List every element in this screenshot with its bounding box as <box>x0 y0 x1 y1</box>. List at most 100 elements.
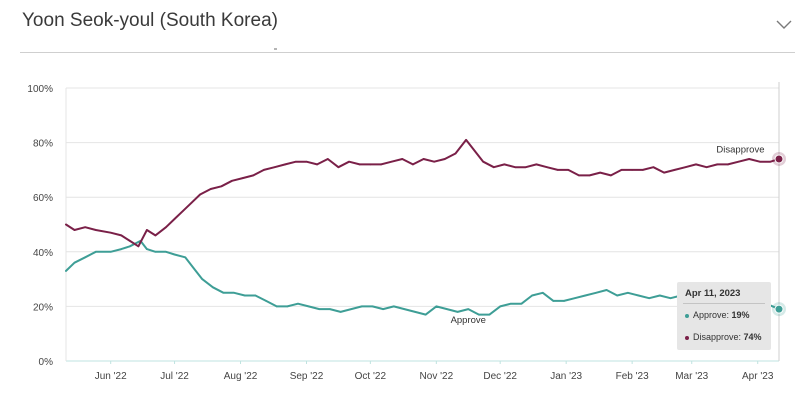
approve-series-label: Approve <box>451 315 486 326</box>
y-tick-label: 80% <box>33 139 53 150</box>
disapprove-point <box>173 218 176 220</box>
hover-tooltip: Apr 11, 2023 Approve: 19% Disapprove: 74… <box>677 282 771 350</box>
x-tick-label: Aug '22 <box>224 371 258 382</box>
disapprove-point <box>109 231 112 234</box>
disapprove-dot-icon <box>685 335 689 340</box>
approve-point <box>371 305 374 308</box>
approve-point <box>350 308 353 310</box>
disapprove-point <box>641 169 644 171</box>
disapprove-point <box>94 229 97 231</box>
disapprove-point <box>769 160 772 163</box>
approve-point <box>154 251 157 253</box>
disapprove-point <box>673 169 676 171</box>
tooltip-disapprove-value: 74% <box>743 332 762 342</box>
approve-point <box>222 291 225 294</box>
disapprove-point <box>631 169 633 171</box>
approve-point <box>243 294 246 297</box>
disapprove-point <box>444 158 446 160</box>
x-axis-ticks: Jun '22 Jul '22 Aug '22 Sep '22 Oct '22 Nov '… <box>95 361 774 382</box>
approve-point <box>478 313 480 316</box>
approve-point <box>84 256 86 259</box>
disapprove-point <box>433 160 436 163</box>
disapprove-point <box>358 163 361 166</box>
disapprove-point <box>199 193 201 196</box>
approve-point <box>456 311 459 313</box>
disapprove-point <box>652 166 655 168</box>
disapprove-point <box>263 169 265 171</box>
approve-point <box>286 305 289 308</box>
chevron-down-icon[interactable] <box>774 14 794 34</box>
disapprove-point <box>326 158 329 160</box>
disapprove-point <box>599 171 602 174</box>
approve-point <box>129 245 131 248</box>
disapprove-point <box>252 174 255 177</box>
disapprove-point <box>369 163 372 166</box>
tooltip-disapprove-row: Disapprove: 74% <box>685 332 762 342</box>
approve-point <box>637 294 640 297</box>
disapprove-point <box>748 158 751 160</box>
disapprove-point <box>316 163 318 166</box>
x-tick-label: Sep '22 <box>290 371 324 382</box>
approve-point <box>212 286 214 289</box>
disapprove-point <box>695 163 697 166</box>
approve-point <box>584 294 587 297</box>
disapprove-point <box>620 169 623 171</box>
approve-dot-icon <box>685 313 689 318</box>
approve-point <box>184 256 186 259</box>
hover-cursor <box>772 82 786 361</box>
disapprove-point <box>705 166 708 168</box>
tooltip-date: Apr 11, 2023 <box>685 288 741 299</box>
series-lines <box>65 138 780 316</box>
approve-point <box>520 302 523 305</box>
approve-point <box>146 248 148 250</box>
disapprove-point <box>759 160 761 163</box>
approve-point <box>552 300 555 302</box>
disapprove-point <box>473 149 476 152</box>
tooltip-approve-label: Approve: <box>693 310 730 320</box>
disapprove-point <box>337 166 340 168</box>
disapprove-point <box>535 163 538 166</box>
disapprove-point <box>737 160 740 163</box>
approve-point <box>435 305 438 308</box>
approve-point <box>392 305 395 308</box>
approve-point <box>659 294 661 297</box>
disapprove-point <box>465 139 467 141</box>
disapprove-point <box>503 163 506 166</box>
disapprove-highlight-marker <box>774 154 784 164</box>
disapprove-point <box>284 163 287 166</box>
disapprove-point <box>165 226 167 229</box>
disapprove-point <box>578 174 580 177</box>
disapprove-point <box>146 229 148 231</box>
disapprove-point <box>154 234 157 237</box>
disapprove-point <box>514 166 516 168</box>
disapprove-point <box>190 201 193 204</box>
approve-point <box>541 291 544 294</box>
approve-point <box>605 289 608 291</box>
approve-point <box>669 297 672 300</box>
approve-point <box>467 308 470 310</box>
approve-point <box>254 294 257 297</box>
chart-card-header[interactable]: Yoon Seok-youl (South Korea) <box>0 0 800 53</box>
y-tick-label: 20% <box>33 302 53 313</box>
disapprove-point <box>220 185 223 188</box>
approve-point <box>403 308 406 310</box>
approve-point <box>265 300 267 302</box>
x-tick-label: Dec '22 <box>483 371 517 382</box>
header-divider <box>20 52 795 53</box>
disapprove-point <box>305 160 308 163</box>
disapprove-point <box>380 163 382 166</box>
approve-point <box>627 291 629 294</box>
x-tick-label: Jan '23 <box>550 371 582 382</box>
approve-point <box>446 308 448 310</box>
disapprove-point <box>295 160 297 163</box>
approve-point <box>382 308 384 310</box>
approve-point <box>499 305 501 308</box>
disapprove-point <box>588 174 591 177</box>
approve-point <box>233 291 235 294</box>
disapprove-point <box>401 158 404 160</box>
disapprove-point <box>241 177 244 179</box>
approve-point <box>648 297 650 300</box>
approve-point <box>531 294 533 297</box>
disapprove-point <box>422 158 425 160</box>
disapprove-point <box>137 245 140 248</box>
